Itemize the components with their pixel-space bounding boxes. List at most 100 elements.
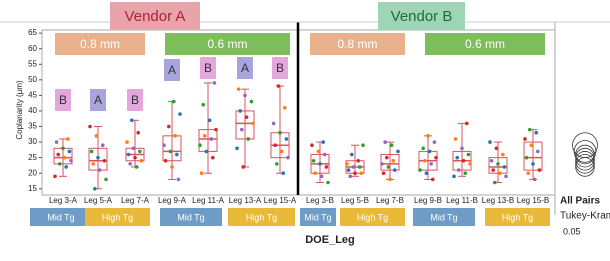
comparison-circle xyxy=(575,157,595,177)
data-point xyxy=(532,177,537,182)
data-point xyxy=(381,171,386,176)
data-point xyxy=(529,143,534,147)
data-point xyxy=(493,180,497,185)
tg-label: Mid Tg xyxy=(47,212,74,222)
comparison-alpha: 0.05 xyxy=(563,226,581,236)
data-point xyxy=(54,140,59,144)
pitch-label: 0.6 mm xyxy=(465,37,505,51)
data-point xyxy=(207,118,212,123)
box xyxy=(380,154,400,171)
data-point xyxy=(323,152,327,157)
tg-box xyxy=(85,208,150,226)
x-tick-label: Leg 3-A xyxy=(49,196,78,205)
box xyxy=(235,110,255,140)
data-point xyxy=(284,137,289,141)
letter-label: B xyxy=(131,93,139,107)
comparison-circle xyxy=(575,151,595,171)
data-point xyxy=(170,165,174,169)
data-point xyxy=(434,155,438,160)
data-point xyxy=(246,137,250,141)
data-point xyxy=(104,177,108,182)
data-point xyxy=(96,155,100,160)
data-point xyxy=(321,140,326,144)
data-point xyxy=(236,87,241,91)
tg-box xyxy=(300,208,336,226)
data-point xyxy=(276,84,281,88)
tg-box xyxy=(340,208,405,226)
x-tick-label: Leg 13-A xyxy=(229,196,262,205)
letter-box xyxy=(272,57,288,79)
x-tick-label: Leg 15-B xyxy=(517,196,549,205)
data-point xyxy=(426,134,430,138)
tg-label: Mid Tg xyxy=(304,212,331,222)
data-point xyxy=(424,171,429,176)
data-point xyxy=(273,143,278,147)
data-point xyxy=(271,121,276,126)
data-point xyxy=(457,168,461,172)
data-point xyxy=(243,93,247,98)
data-point xyxy=(350,152,354,157)
data-point xyxy=(244,115,249,119)
letter-box xyxy=(200,57,216,79)
tg-box xyxy=(413,208,475,226)
tg-box xyxy=(30,208,92,226)
x-tick-label: Leg 11-A xyxy=(192,196,225,205)
data-point xyxy=(391,158,396,163)
data-point xyxy=(393,168,397,172)
letter-box xyxy=(127,89,143,111)
x-tick-label: Leg 3-B xyxy=(306,196,334,205)
data-point xyxy=(128,162,132,166)
data-point xyxy=(64,165,68,169)
data-point xyxy=(348,174,353,179)
data-point xyxy=(56,152,60,157)
data-point xyxy=(102,158,107,163)
data-point xyxy=(311,158,316,163)
tg-label: Mid Tg xyxy=(430,212,457,222)
data-point xyxy=(130,118,134,123)
tg-label: Mid Tg xyxy=(177,212,204,222)
data-point xyxy=(526,171,530,176)
y-tick-label: 15 xyxy=(28,184,37,193)
data-point xyxy=(173,134,177,138)
data-point xyxy=(204,149,209,154)
comparison-circle xyxy=(573,140,597,163)
data-point xyxy=(69,158,73,163)
data-point xyxy=(423,158,427,163)
data-point xyxy=(286,155,290,160)
data-point xyxy=(238,109,242,113)
data-point xyxy=(53,174,57,179)
y-tick-label: 20 xyxy=(28,168,37,177)
letter-box xyxy=(90,89,106,111)
data-point xyxy=(275,162,279,166)
x-tick-label: Leg 15-A xyxy=(264,196,297,205)
letter-label: B xyxy=(59,93,67,107)
x-tick-label: Leg 5-A xyxy=(84,196,113,205)
data-point xyxy=(167,124,171,129)
data-point xyxy=(62,155,67,160)
data-point xyxy=(528,127,532,132)
pitch-label: 0.8 mm xyxy=(337,37,377,51)
data-point xyxy=(537,168,542,172)
vendor-label: Vendor B xyxy=(391,8,453,25)
pitch-box xyxy=(425,33,545,55)
comparison-circle xyxy=(575,154,595,174)
data-point xyxy=(326,180,330,185)
data-point xyxy=(491,168,496,172)
data-point xyxy=(531,162,535,166)
tg-box xyxy=(160,208,222,226)
pitch-label: 0.8 mm xyxy=(80,37,120,51)
y-tick-label: 60 xyxy=(28,44,37,53)
data-point xyxy=(240,127,244,132)
data-point xyxy=(455,155,460,160)
data-point xyxy=(251,121,255,126)
data-point xyxy=(313,171,318,176)
data-point xyxy=(168,149,173,154)
x-tick-label: Leg 5-B xyxy=(341,196,369,205)
data-point xyxy=(316,149,321,154)
data-point xyxy=(488,140,492,144)
data-point xyxy=(453,137,458,141)
data-point xyxy=(345,162,349,166)
data-point xyxy=(163,158,168,163)
data-point xyxy=(504,174,508,179)
data-point xyxy=(162,143,166,147)
